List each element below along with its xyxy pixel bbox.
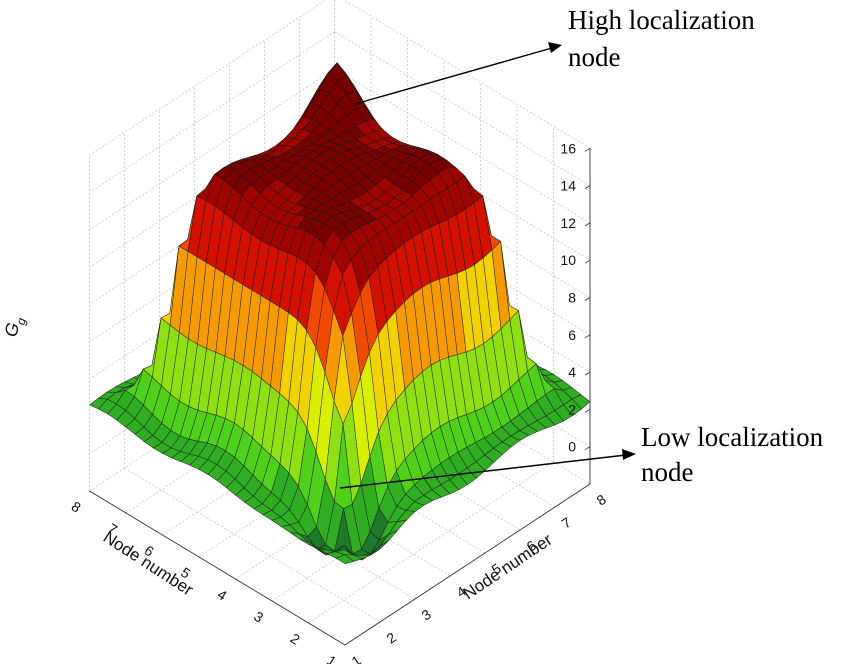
z-axis-title: Gg [0,314,28,340]
surface-patch [335,554,355,565]
z-tick-label: 16 [560,140,576,156]
z-tick-label: 10 [560,252,576,268]
z-tick-label: 8 [568,290,576,306]
z-tick-mark [584,371,591,376]
annotation-low-line2: node [641,457,694,487]
z-tick-label: 0 [568,439,576,455]
x-tick-label: 3 [251,608,266,626]
annotation-low-line1: Low localization [641,422,824,452]
annotation-arrowhead-high [548,42,562,53]
annotation-arrow-low [339,454,627,489]
y-tick-label: 7 [558,514,574,532]
z-tick-mark [584,222,591,227]
left-wall-gridline [343,0,591,149]
z-tick-mark [584,259,591,264]
z-tick-mark [584,297,591,301]
y-tick-label: 2 [383,629,399,647]
z-tick-mark [584,334,591,339]
annotation-arrowhead-low [622,449,636,460]
x-axis-title: Node number [100,527,197,599]
left-wall-gridline [334,31,591,186]
z-tick-label: 4 [568,364,576,380]
x-axis-line [89,490,346,646]
surface-mesh [88,62,591,565]
x-tick-label: 2 [288,630,303,648]
right-wall-gridline [89,31,335,193]
right-wall-gridline [89,0,327,156]
annotation-high-line2: node [568,42,621,72]
z-tick-mark [584,147,591,152]
y-axis-title: Node number [460,530,556,604]
z-axis-title-sub: g [14,316,29,326]
floor-gridline [124,467,381,623]
left-wall-gridline [334,68,591,224]
z-tick-label: 12 [560,215,576,231]
z-tick-label: 14 [560,178,576,194]
z-tick-label: 2 [568,401,576,417]
floor-gridline [308,461,554,624]
z-axis-ticks: 0 2 4 6 8 10 12 14 16 [560,140,591,455]
z-tick-label: 6 [568,327,576,343]
x-tick-label: 1 [324,652,339,664]
z-tick-mark [584,185,591,189]
z-axis-title-main: G [0,321,23,339]
annotation-high-line1: High localization [568,5,755,35]
annotation-arrow-high [354,47,553,105]
y-axis-line [344,483,591,646]
y-tick-label: 3 [418,606,434,624]
y-tick-label: 1 [348,652,364,664]
y-tick-label: 8 [593,491,609,509]
x-tick-label: 8 [69,498,84,516]
right-wall-gridline [89,68,335,231]
z-tick-mark [584,446,591,451]
x-tick-label: 4 [215,586,230,604]
z-tick-mark [584,409,591,413]
